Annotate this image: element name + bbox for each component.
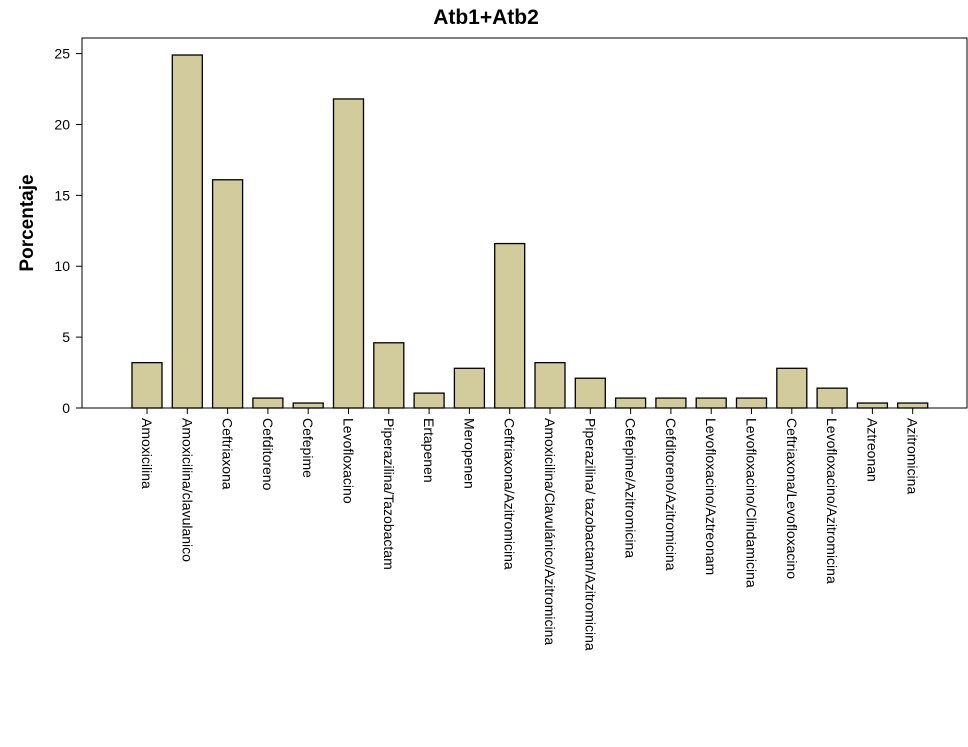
- bars-group: [131, 54, 929, 409]
- x-tick-label: Cefepime/Azitromicina: [623, 418, 639, 558]
- x-tick-label: Amoxicilina/Clavulánico/Azitromicina: [542, 418, 558, 645]
- chart-title: Atb1+Atb2: [433, 6, 539, 29]
- y-tick-label: 5: [62, 329, 70, 345]
- x-tick-label: Amoxicilina: [139, 418, 155, 489]
- x-tick-label: Amoxicilina/clavulanico: [179, 418, 195, 562]
- bar: [695, 397, 727, 409]
- bar: [655, 397, 687, 409]
- x-tick-label: Aztreonan: [864, 418, 880, 482]
- bar: [614, 397, 647, 409]
- x-tick-label: Levofloxacino/Aztreonam: [703, 418, 719, 575]
- y-tick-label: 25: [54, 46, 70, 62]
- bar: [413, 392, 445, 409]
- y-axis: 0 5 10 15 20 25: [54, 46, 82, 416]
- bar: [332, 98, 365, 409]
- x-tick-label: Ceftriaxona/Azitromicina: [502, 418, 518, 570]
- y-tick-label: 0: [62, 400, 70, 416]
- x-tick-label: Cefditoreno: [260, 418, 276, 491]
- bar: [171, 54, 203, 409]
- x-axis: Amoxicilina Amoxicilina/clavulanico Ceftri…: [139, 408, 921, 651]
- y-tick-label: 15: [54, 187, 70, 203]
- x-tick-label: Ceftriaxona: [220, 418, 236, 490]
- x-tick-label: Piperazilina/Tazobactam: [381, 418, 397, 570]
- bar: [373, 342, 405, 409]
- x-tick-label: Levofloxacino/Clindamicina: [744, 418, 760, 588]
- bar: [816, 387, 848, 409]
- y-tick-label: 20: [54, 116, 70, 132]
- x-tick-label: Levofloxacino: [341, 418, 357, 504]
- bar: [856, 402, 889, 409]
- x-tick-label: Cefditoreno/Azitromicina: [663, 418, 679, 571]
- bar: [574, 377, 606, 409]
- x-tick-label: Ceftriaxona/Levofloxacino: [784, 418, 800, 579]
- x-tick-label: Piperazilina/ tazobactam/Azitromicina: [582, 418, 598, 651]
- bar: [494, 242, 526, 409]
- bar: [534, 361, 566, 409]
- bar: [776, 367, 808, 409]
- y-tick-label: 10: [54, 258, 70, 274]
- x-tick-label: Levofloxacino/Azitromicina: [824, 418, 840, 584]
- bar: [897, 402, 929, 409]
- bar: [131, 361, 163, 409]
- bar: [735, 397, 768, 409]
- bar: [453, 367, 486, 409]
- y-axis-label: Porcentaje: [17, 174, 38, 271]
- x-tick-label: Azitromicina: [905, 418, 921, 494]
- x-tick-label: Ertapenen: [421, 418, 437, 483]
- x-tick-label: Meropenen: [461, 418, 477, 489]
- x-tick-label: Cefepime: [300, 418, 316, 478]
- bar: [211, 179, 244, 409]
- bar: [292, 402, 324, 409]
- bar: [252, 397, 284, 409]
